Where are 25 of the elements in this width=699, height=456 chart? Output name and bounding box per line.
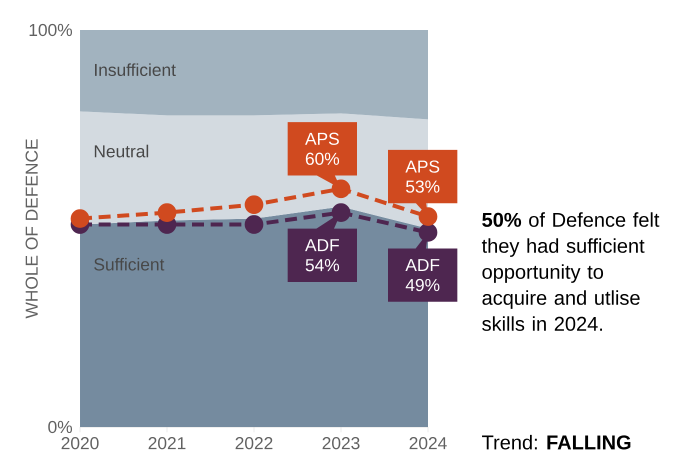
point [418, 223, 438, 242]
data-label: ADF 54% [305, 239, 340, 272]
point [332, 203, 350, 222]
data-label: ADF 49% [405, 259, 440, 292]
series-label: Neutral [94, 144, 148, 158]
point [244, 215, 264, 234]
data-label: APS 60% [305, 132, 340, 165]
series-label: Sufficient [94, 258, 164, 271]
x-tick-label: 2020 [62, 437, 99, 450]
point [70, 209, 90, 228]
x-tick-label: 2023 [322, 437, 360, 450]
text: 50% of Defence felt they had sufficient opportunity to acquire and utlise skills in 2024. [482, 212, 660, 331]
x-tick-label: 2022 [236, 437, 272, 450]
series-label: Insufficient [95, 63, 176, 76]
point [418, 207, 438, 226]
data-label: APS 53% [405, 160, 440, 193]
y-tick-label: 100% [30, 24, 72, 36]
y-axis-title: WHOLE OF DEFENCE [26, 139, 38, 318]
point [332, 179, 350, 198]
x-tick-label: 2024 [410, 437, 447, 450]
point [158, 203, 176, 222]
x-tick-label: 2021 [148, 437, 186, 450]
y-tick-label: 0% [48, 420, 72, 434]
point [244, 195, 264, 214]
text: Trend: FALLING [482, 434, 630, 450]
